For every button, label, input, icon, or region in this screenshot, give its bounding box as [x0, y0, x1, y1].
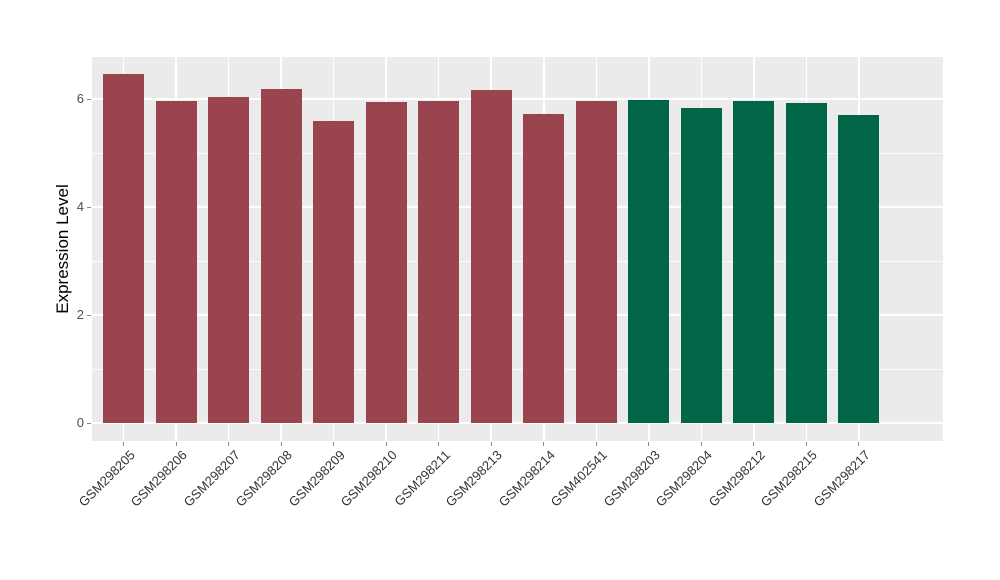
bar-GSM298206: [155, 101, 197, 423]
y-axis-tick-label: 0: [76, 415, 84, 430]
x-tick-mark: [228, 442, 230, 446]
bar-GSM298217: [838, 115, 880, 423]
y-tick-mark: [87, 422, 91, 424]
x-tick-mark: [805, 442, 807, 446]
bar-GSM298209: [313, 121, 355, 423]
plot-panel: [92, 57, 943, 441]
bar-GSM298208: [260, 89, 302, 423]
bar-GSM298215: [785, 103, 827, 423]
x-tick-mark: [333, 442, 335, 446]
x-tick-mark: [280, 442, 282, 446]
y-axis-tick-label: 6: [76, 91, 84, 106]
bar-GSM298203: [628, 100, 670, 423]
y-tick-mark: [87, 206, 91, 208]
bar-GSM298213: [470, 89, 512, 423]
bar-GSM298210: [365, 101, 407, 423]
y-tick-mark: [87, 314, 91, 316]
y-tick-mark: [87, 98, 91, 100]
y-axis-title: Expression Level: [53, 184, 72, 314]
grid-major-y: [92, 206, 943, 208]
y-axis-tick-label: 4: [76, 199, 84, 214]
grid-major-y: [92, 422, 943, 424]
bar-GSM298204: [680, 107, 722, 423]
x-tick-mark: [648, 442, 650, 446]
x-tick-mark: [123, 442, 125, 446]
grid-minor-y: [92, 369, 943, 370]
grid-major-y: [92, 314, 943, 316]
x-tick-mark: [175, 442, 177, 446]
bar-GSM298205: [103, 74, 145, 423]
x-tick-mark: [385, 442, 387, 446]
bar-GSM402541: [575, 101, 617, 423]
grid-major-y: [92, 98, 943, 100]
x-tick-mark: [490, 442, 492, 446]
y-axis-tick-label: 2: [76, 307, 84, 322]
bar-GSM298212: [733, 100, 775, 423]
x-tick-mark: [753, 442, 755, 446]
x-tick-mark: [595, 442, 597, 446]
x-tick-mark: [543, 442, 545, 446]
bar-GSM298207: [208, 96, 250, 423]
x-tick-mark: [858, 442, 860, 446]
bar-GSM298211: [418, 100, 460, 423]
x-tick-mark: [700, 442, 702, 446]
bar-GSM298214: [523, 113, 565, 423]
x-tick-mark: [438, 442, 440, 446]
grid-minor-y: [92, 261, 943, 262]
x-axis-tick-label: GSM298217: [810, 447, 873, 510]
grid-minor-y: [92, 153, 943, 154]
